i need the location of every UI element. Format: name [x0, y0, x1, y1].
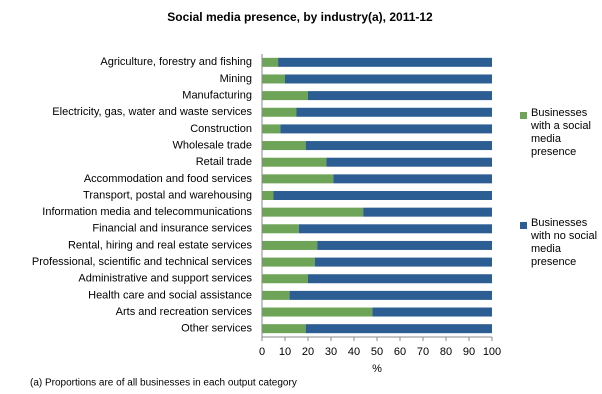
x-tick-label: 20: [302, 346, 314, 358]
bar-segment: [262, 107, 297, 117]
y-tick-label: Retail trade: [196, 156, 252, 168]
footnote: (a) Proportions are of all businesses in…: [30, 378, 297, 389]
bar-segment: [262, 174, 334, 184]
bar-segment: [262, 57, 279, 67]
x-tick-label: 60: [394, 346, 406, 358]
y-tick-label: Wholesale trade: [173, 139, 253, 151]
bar-segment: [289, 290, 492, 300]
x-tick-label: 70: [417, 346, 429, 358]
legend-swatch: [520, 222, 527, 229]
bar-segment: [308, 274, 492, 284]
bar-segment: [333, 174, 492, 184]
y-tick-label: Professional, scientific and technical s…: [32, 256, 253, 268]
bar-segment: [262, 124, 281, 134]
y-tick-label: Financial and insurance services: [92, 223, 252, 235]
bar-segment: [273, 191, 492, 200]
y-tick-label: Other services: [181, 323, 252, 335]
x-tick-label: 50: [371, 346, 383, 358]
y-tick-label: Agriculture, forestry and fishing: [100, 56, 252, 68]
bar-segment: [262, 207, 364, 217]
legend-label: Businesses with a social media presence: [531, 107, 591, 158]
bar-segment: [262, 74, 285, 84]
y-tick-label: Health care and social assistance: [88, 289, 252, 301]
x-tick-label: 40: [348, 346, 360, 358]
x-tick-label: 100: [483, 346, 501, 358]
bar-segment: [278, 57, 492, 67]
bar-segment: [262, 91, 308, 101]
bar-segment: [262, 240, 318, 250]
bar-segment: [363, 207, 492, 217]
bar-segment: [317, 240, 492, 250]
legend-label: Businesses with no social media presence: [531, 217, 598, 268]
y-tick-label: Construction: [190, 123, 252, 135]
y-tick-label: Electricity, gas, water and waste servic…: [52, 106, 252, 118]
bar-segment: [305, 324, 492, 334]
y-tick-label: Mining: [220, 73, 252, 85]
y-tick-label: Information media and telecommunications: [42, 206, 252, 218]
x-axis-label: %: [372, 363, 382, 375]
chart-title: Social media presence, by industry(a), 2…: [167, 10, 433, 24]
bar-segment: [280, 124, 492, 134]
bar-segment: [262, 274, 308, 284]
legend-item: Businesses with no social media presence: [531, 217, 598, 268]
bar-segment: [262, 324, 306, 334]
bar-segment: [262, 307, 373, 317]
y-tick-label: Rental, hiring and real estate services: [68, 239, 253, 251]
y-tick-label: Accommodation and food services: [84, 173, 253, 185]
bar-segment: [305, 141, 492, 151]
bar-segment: [308, 91, 492, 101]
bar-segment: [262, 191, 274, 200]
x-tick-label: 10: [279, 346, 291, 358]
y-tick-label: Arts and recreation services: [116, 306, 253, 318]
bar-segment: [262, 257, 315, 267]
bar-segment: [262, 141, 306, 151]
y-tick-label: Administrative and support services: [78, 273, 252, 285]
bar-segment: [262, 157, 327, 167]
bar-segment: [372, 307, 492, 317]
y-tick-label: Manufacturing: [182, 90, 252, 102]
x-tick-label: 80: [440, 346, 452, 358]
bar-segment: [262, 224, 299, 234]
bar-segment: [285, 74, 492, 84]
bar-segment: [314, 257, 492, 267]
x-tick-label: 30: [325, 346, 337, 358]
bar-segment: [296, 107, 492, 117]
bar-segment: [326, 157, 492, 167]
legend-swatch: [520, 112, 527, 119]
bar-segment: [298, 224, 492, 234]
bar-segment: [262, 290, 290, 300]
legend-item: Businesses with a social media presence: [531, 107, 591, 158]
x-tick-label: 90: [463, 346, 475, 358]
x-tick-label: 0: [259, 346, 265, 358]
y-tick-label: Transport, postal and warehousing: [83, 189, 252, 201]
